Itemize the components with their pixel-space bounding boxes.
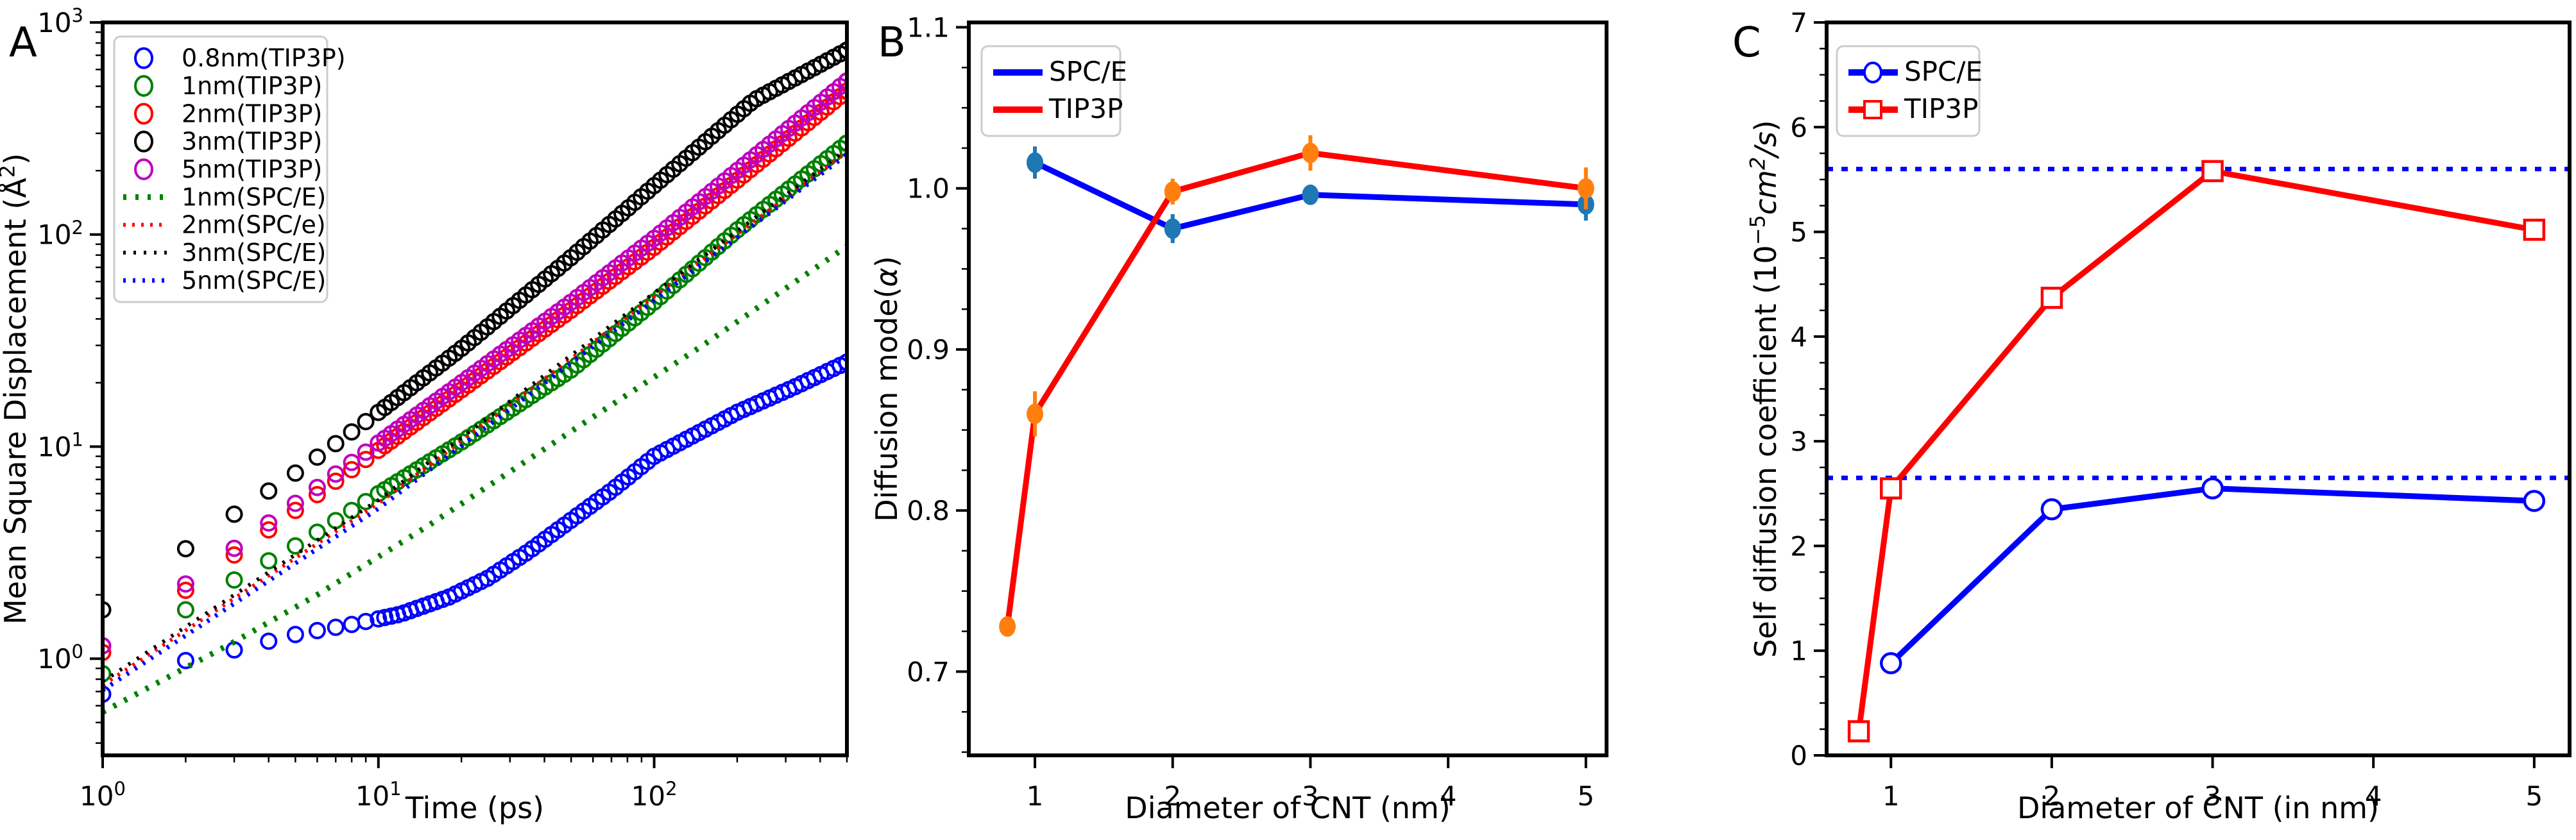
tick-labels: 1 2 3 4 5 0 1 2 3 4 5 6 7 (1790, 7, 2543, 812)
plot-area (1827, 160, 2570, 743)
svg-text:5: 5 (1577, 780, 1594, 812)
plot-frame (1825, 21, 2572, 757)
series-1nm-spc-e- (103, 244, 847, 715)
y-axis-label: Mean Square Displacement (Å2) (0, 153, 33, 625)
legend-marker-icon (134, 158, 153, 180)
legend-label: 2nm(SPC/e) (182, 211, 326, 239)
svg-text:6: 6 (1790, 112, 1807, 143)
svg-text:0.9: 0.9 (907, 334, 950, 365)
legend: SPC/E TIP3P (1836, 45, 1983, 137)
svg-text:3: 3 (1302, 780, 1319, 812)
panel-letter-a: A (9, 19, 37, 67)
legend-label: TIP3P (1048, 93, 1123, 124)
series-tip3p (999, 135, 1594, 637)
svg-text:101: 101 (37, 429, 83, 463)
legend: SPC/E TIP3P (980, 45, 1127, 137)
legend-label: SPC/E (1049, 56, 1127, 87)
legend-marker-icon (134, 75, 153, 97)
series-3nm-spc-e- (103, 147, 847, 684)
svg-text:1: 1 (1027, 780, 1044, 812)
series-3nm-tip3p- (103, 41, 847, 619)
legend-label: 2nm(TIP3P) (182, 99, 322, 128)
legend-marker-icon (134, 47, 153, 69)
legend-label: TIP3P (1904, 93, 1978, 124)
svg-text:100: 100 (80, 778, 126, 812)
series-spc-e (1880, 477, 2546, 675)
svg-text:2: 2 (1164, 780, 1181, 812)
svg-text:4: 4 (2365, 780, 2382, 812)
svg-text:100: 100 (37, 641, 83, 675)
svg-text:0.7: 0.7 (907, 656, 950, 687)
legend: 0.8nm(TIP3P)1nm(TIP3P)2nm(TIP3P)3nm(TIP3… (113, 35, 346, 303)
svg-text:103: 103 (37, 4, 83, 38)
x-axis-label: Diameter of CNT (nm) (1125, 791, 1450, 825)
legend-label: 1nm(TIP3P) (182, 72, 322, 100)
svg-text:101: 101 (355, 778, 402, 812)
axis-ticks (1814, 21, 2536, 768)
plot-frame (967, 21, 1608, 757)
svg-text:0.8: 0.8 (907, 495, 950, 526)
legend-label: 5nm(TIP3P) (182, 155, 322, 183)
svg-text:4: 4 (1440, 780, 1457, 812)
svg-text:0: 0 (1790, 740, 1807, 771)
legend-marker-icon (134, 103, 153, 125)
tick-labels: 1 2 3 4 5 0.7 0.8 0.9 1.0 1.1 (907, 12, 1594, 812)
svg-text:2: 2 (1790, 530, 1807, 562)
svg-text:4: 4 (1790, 321, 1807, 353)
panel-letter-c: C (1732, 19, 1761, 67)
svg-text:5: 5 (1790, 217, 1807, 248)
x-axis-label: Time (ps) (405, 791, 544, 825)
svg-text:5: 5 (2525, 780, 2543, 812)
y-axis-label: Self diffusion coefficient (10−5cm2/s) (1746, 120, 1783, 658)
svg-text:102: 102 (37, 217, 83, 251)
panel-b: B 1 2 3 4 5 0.7 0.8 0.9 1.0 1.1 Diameter of CNT (nm… (869, 12, 1608, 825)
legend-label: 3nm(SPC/E) (182, 239, 326, 267)
panel-a: A 100 101 102 100 101 102 103 Time (ps) Mean Squa… (0, 4, 849, 825)
axis-ticks (956, 26, 1587, 768)
svg-text:1.1: 1.1 (907, 12, 950, 44)
svg-text:102: 102 (631, 778, 678, 812)
series-tip3p (1847, 160, 2546, 743)
panel-letter-b: B (878, 19, 906, 67)
tick-labels: 100 101 102 100 101 102 103 (37, 4, 677, 812)
svg-text:3: 3 (1790, 426, 1807, 457)
panel-c: C 1 2 3 4 5 0 1 2 3 4 5 6 7 Diameter of CNT (in nm) Sel… (1732, 7, 2572, 825)
svg-text:3: 3 (2204, 780, 2221, 812)
legend-label: 0.8nm(TIP3P) (182, 44, 346, 72)
x-axis-label: Diameter of CNT (in nm) (2017, 791, 2379, 825)
series-5nm-tip3p- (103, 72, 847, 655)
legend-label: 1nm(SPC/E) (182, 183, 326, 211)
plot-frame (101, 21, 849, 757)
plot-area (999, 135, 1594, 637)
legend-marker-icon (134, 130, 153, 153)
svg-text:1.0: 1.0 (907, 173, 950, 205)
legend-label: 5nm(SPC/E) (182, 266, 326, 294)
series-0.8nm-tip3p- (103, 353, 847, 703)
svg-text:1: 1 (1790, 635, 1807, 667)
svg-text:1: 1 (1882, 780, 1900, 812)
series-5nm-spc-e- (103, 153, 847, 693)
svg-text:7: 7 (1790, 7, 1807, 38)
y-axis-label: Diffusion mode(α) (869, 256, 904, 521)
legend-label: SPC/E (1904, 56, 1983, 87)
legend-label: 3nm(TIP3P) (182, 128, 322, 156)
svg-text:2: 2 (2043, 780, 2061, 812)
series-spc-e (1027, 146, 1594, 244)
